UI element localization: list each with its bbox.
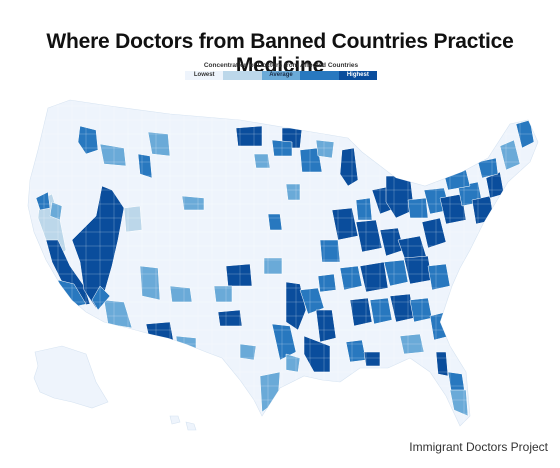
county-cluster: [213, 285, 233, 303]
hawaii-outline: [169, 415, 197, 431]
county-cluster: [315, 139, 335, 159]
county-cluster: [239, 343, 257, 361]
county-cluster: [217, 309, 243, 327]
legend-title: Concentration of Doctors from Affected C…: [203, 62, 359, 69]
county-cluster: [435, 351, 449, 377]
county-cluster: [139, 265, 161, 301]
county-cluster: [225, 263, 253, 287]
choropleth-map: [27, 99, 539, 431]
legend: Concentration of Doctors from Affected C…: [185, 62, 378, 80]
county-cluster: [123, 205, 143, 233]
county-cluster: [99, 143, 127, 167]
county-cluster: [49, 201, 63, 221]
county-cluster: [339, 265, 363, 291]
county-cluster: [259, 371, 281, 413]
county-cluster: [263, 257, 283, 275]
county-cluster: [355, 197, 373, 221]
source-credit: Immigrant Doctors Project: [409, 440, 548, 454]
legend-swatch-lowest: Lowest: [185, 71, 224, 80]
county-cluster: [169, 285, 193, 303]
county-cluster: [355, 219, 383, 253]
county-cluster: [319, 239, 341, 263]
county-cluster: [449, 389, 469, 417]
county-cluster: [285, 183, 301, 201]
county-cluster: [77, 125, 99, 155]
legend-swatch-high: [300, 71, 339, 80]
county-cluster: [91, 285, 111, 311]
county-cluster: [45, 239, 91, 307]
county-cluster: [439, 193, 467, 225]
county-cluster: [471, 195, 495, 225]
county-cluster: [145, 321, 175, 345]
county-cluster: [175, 335, 197, 357]
county-cluster: [349, 297, 373, 327]
county-cluster: [421, 217, 447, 249]
county-cluster: [409, 297, 433, 323]
county-cluster: [181, 195, 205, 211]
county-cluster: [407, 197, 429, 219]
legend-scale: Lowest Average Highest: [185, 71, 378, 80]
county-cluster: [317, 273, 337, 293]
county-cluster: [315, 309, 337, 343]
county-cluster: [137, 153, 153, 179]
county-cluster: [253, 153, 271, 169]
county-cluster: [267, 213, 283, 231]
legend-swatch-highest: Highest: [338, 71, 378, 80]
legend-swatch-average: Average: [261, 71, 301, 80]
county-cluster: [235, 125, 263, 147]
county-cluster: [363, 351, 381, 367]
county-cluster: [477, 157, 499, 179]
county-cluster: [299, 147, 323, 173]
county-cluster: [71, 185, 125, 309]
county-cluster: [427, 263, 451, 291]
alaska-outline: [33, 345, 109, 409]
legend-swatch-low: [223, 71, 262, 80]
